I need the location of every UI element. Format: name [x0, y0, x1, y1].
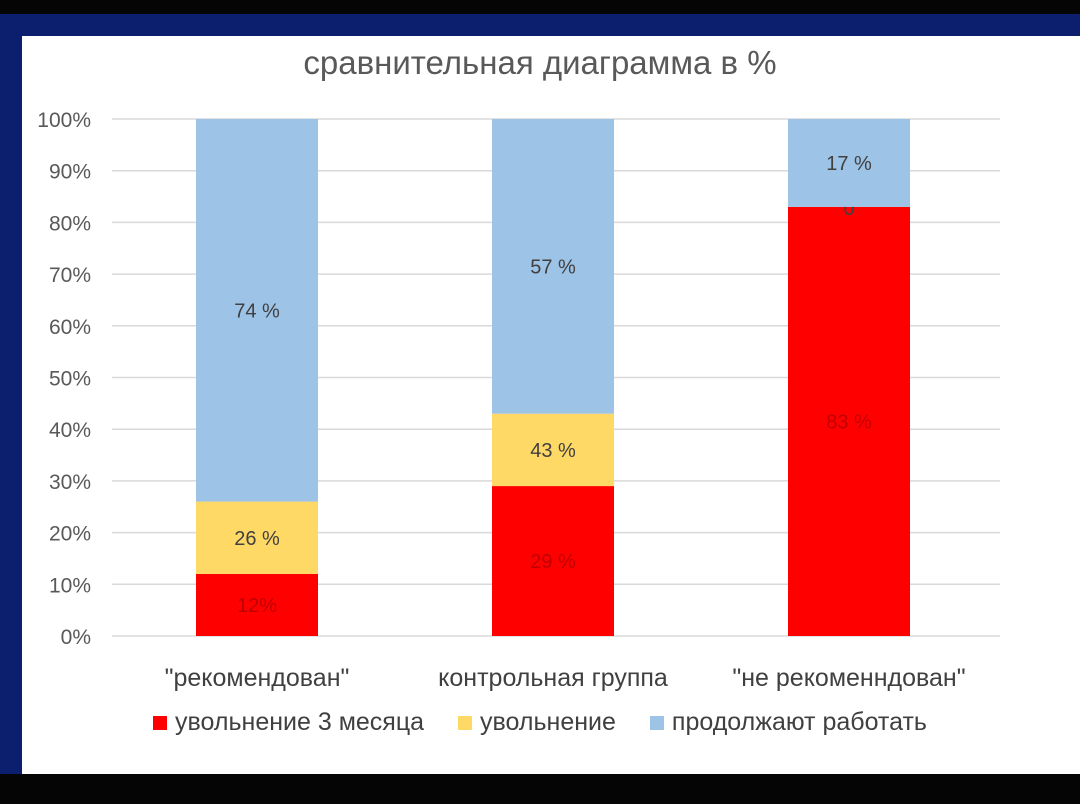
- data-label: 26 %: [234, 528, 280, 550]
- data-label: 0: [843, 198, 854, 220]
- bar-segment: [196, 119, 318, 502]
- bar-segment: [196, 501, 318, 574]
- data-label: 17 %: [826, 153, 872, 175]
- data-label: 43 %: [530, 440, 576, 462]
- y-tick-label: 100%: [37, 109, 91, 132]
- x-category-label: контрольная группа: [438, 664, 668, 692]
- data-label: 12%: [237, 595, 277, 617]
- legend-swatch: [153, 715, 168, 730]
- y-tick-label: 10%: [49, 574, 91, 597]
- y-tick-label: 30%: [49, 471, 91, 494]
- bar-segment: [788, 119, 910, 207]
- legend-label: увольнение: [480, 708, 616, 736]
- data-label: 74 %: [234, 300, 280, 322]
- y-tick-label: 60%: [49, 316, 91, 339]
- y-tick-label: 50%: [49, 368, 91, 391]
- x-category-label: "рекомендован": [165, 664, 350, 692]
- y-tick-label: 20%: [49, 523, 91, 546]
- legend-swatch: [458, 715, 473, 730]
- bar-segment: [196, 573, 318, 636]
- bar-segment: [492, 486, 614, 636]
- legend-swatch: [649, 715, 664, 730]
- legend-item-dismissal: увольнение: [458, 708, 616, 737]
- y-tick-label: 90%: [49, 161, 91, 184]
- chart-title: сравнительная диаграмма в %: [303, 44, 777, 81]
- legend: увольнение 3 месяца увольнение продолжаю…: [0, 708, 1080, 737]
- data-label: 57 %: [530, 256, 576, 278]
- x-category-label: "не рекоменндован": [732, 664, 965, 692]
- legend-label: продолжают работать: [671, 708, 927, 736]
- y-tick-label: 0%: [61, 626, 91, 649]
- y-tick-label: 40%: [49, 419, 91, 442]
- legend-label: увольнение 3 месяца: [175, 708, 425, 736]
- legend-item-continue-working: продолжают работать: [649, 708, 927, 737]
- legend-item-dismissal-3-months: увольнение 3 месяца: [153, 708, 424, 737]
- bar-segment: [492, 119, 614, 414]
- data-label: 83 %: [826, 411, 872, 433]
- y-tick-label: 70%: [49, 264, 91, 287]
- y-tick-label: 80%: [49, 212, 91, 235]
- bar-segment: [492, 413, 614, 487]
- data-label: 29 %: [530, 551, 576, 573]
- bar-segment: [788, 206, 910, 636]
